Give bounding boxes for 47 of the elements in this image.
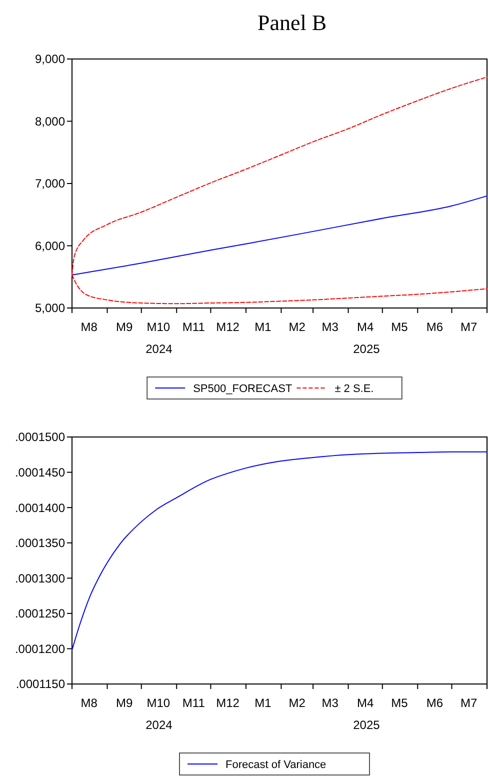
x-tick-label: M10 bbox=[146, 696, 170, 710]
x-tick-label: M2 bbox=[288, 320, 306, 334]
text: 2025 bbox=[353, 342, 380, 356]
y-tick-label: .0001350 bbox=[14, 536, 66, 550]
x-tick-label: M12 bbox=[216, 320, 240, 334]
text: 2025 bbox=[353, 718, 380, 732]
x-tick-label: M6 bbox=[426, 320, 444, 334]
x-tick-label: M1 bbox=[254, 696, 272, 710]
x-tick-label: M8 bbox=[80, 696, 98, 710]
line-series bbox=[72, 451, 488, 651]
y-tick-label: 8,000 bbox=[34, 114, 66, 128]
chart-title: Panel B bbox=[257, 10, 327, 35]
y-tick-label: .0001250 bbox=[14, 606, 66, 621]
x-tick-label: M7 bbox=[460, 320, 478, 334]
y-tick-label: 7,000 bbox=[34, 176, 66, 191]
y-tick-label: .0001200 bbox=[14, 642, 66, 656]
x-tick-label: M4 bbox=[357, 696, 374, 710]
y-tick-label: .0001150 bbox=[16, 677, 66, 692]
x-tick-label: M8 bbox=[80, 320, 98, 334]
y-tick-label: .0001450 bbox=[14, 465, 66, 480]
y-tick-label: .0001400 bbox=[14, 500, 66, 515]
x-tick-label: M3 bbox=[322, 320, 339, 334]
legend-label: Forecast of Variance bbox=[226, 758, 326, 771]
line-series bbox=[72, 195, 488, 276]
x-tick-label: M5 bbox=[391, 696, 408, 710]
legend-label: ± 2 S.E. bbox=[334, 382, 374, 395]
x-tick-label: M11 bbox=[182, 696, 206, 710]
x-tick-label: M7 bbox=[460, 696, 478, 710]
x-tick-label: M5 bbox=[391, 320, 408, 334]
y-tick-label: 6,000 bbox=[34, 238, 66, 253]
x-tick-label: M4 bbox=[357, 320, 374, 334]
x-tick-label: M9 bbox=[116, 696, 133, 710]
y-tick-label: .0001500 bbox=[14, 430, 66, 444]
x-tick-label: M9 bbox=[116, 320, 133, 334]
x-tick-label: M12 bbox=[216, 696, 240, 710]
x-tick-label: M11 bbox=[182, 320, 206, 334]
x-tick-label: M1 bbox=[254, 320, 272, 334]
y-tick-label: 5,000 bbox=[34, 301, 66, 316]
x-tick-label: M10 bbox=[146, 320, 170, 334]
y-tick-label: .0001300 bbox=[14, 571, 66, 586]
x-tick-label: M6 bbox=[426, 696, 444, 710]
legend-label: SP500_FORECAST bbox=[193, 382, 292, 395]
y-tick-label: 9,000 bbox=[34, 52, 66, 66]
x-tick-label: M3 bbox=[322, 696, 339, 710]
x-tick-label: M2 bbox=[288, 696, 306, 710]
text: 2024 bbox=[146, 718, 173, 732]
text: 2024 bbox=[146, 342, 173, 356]
